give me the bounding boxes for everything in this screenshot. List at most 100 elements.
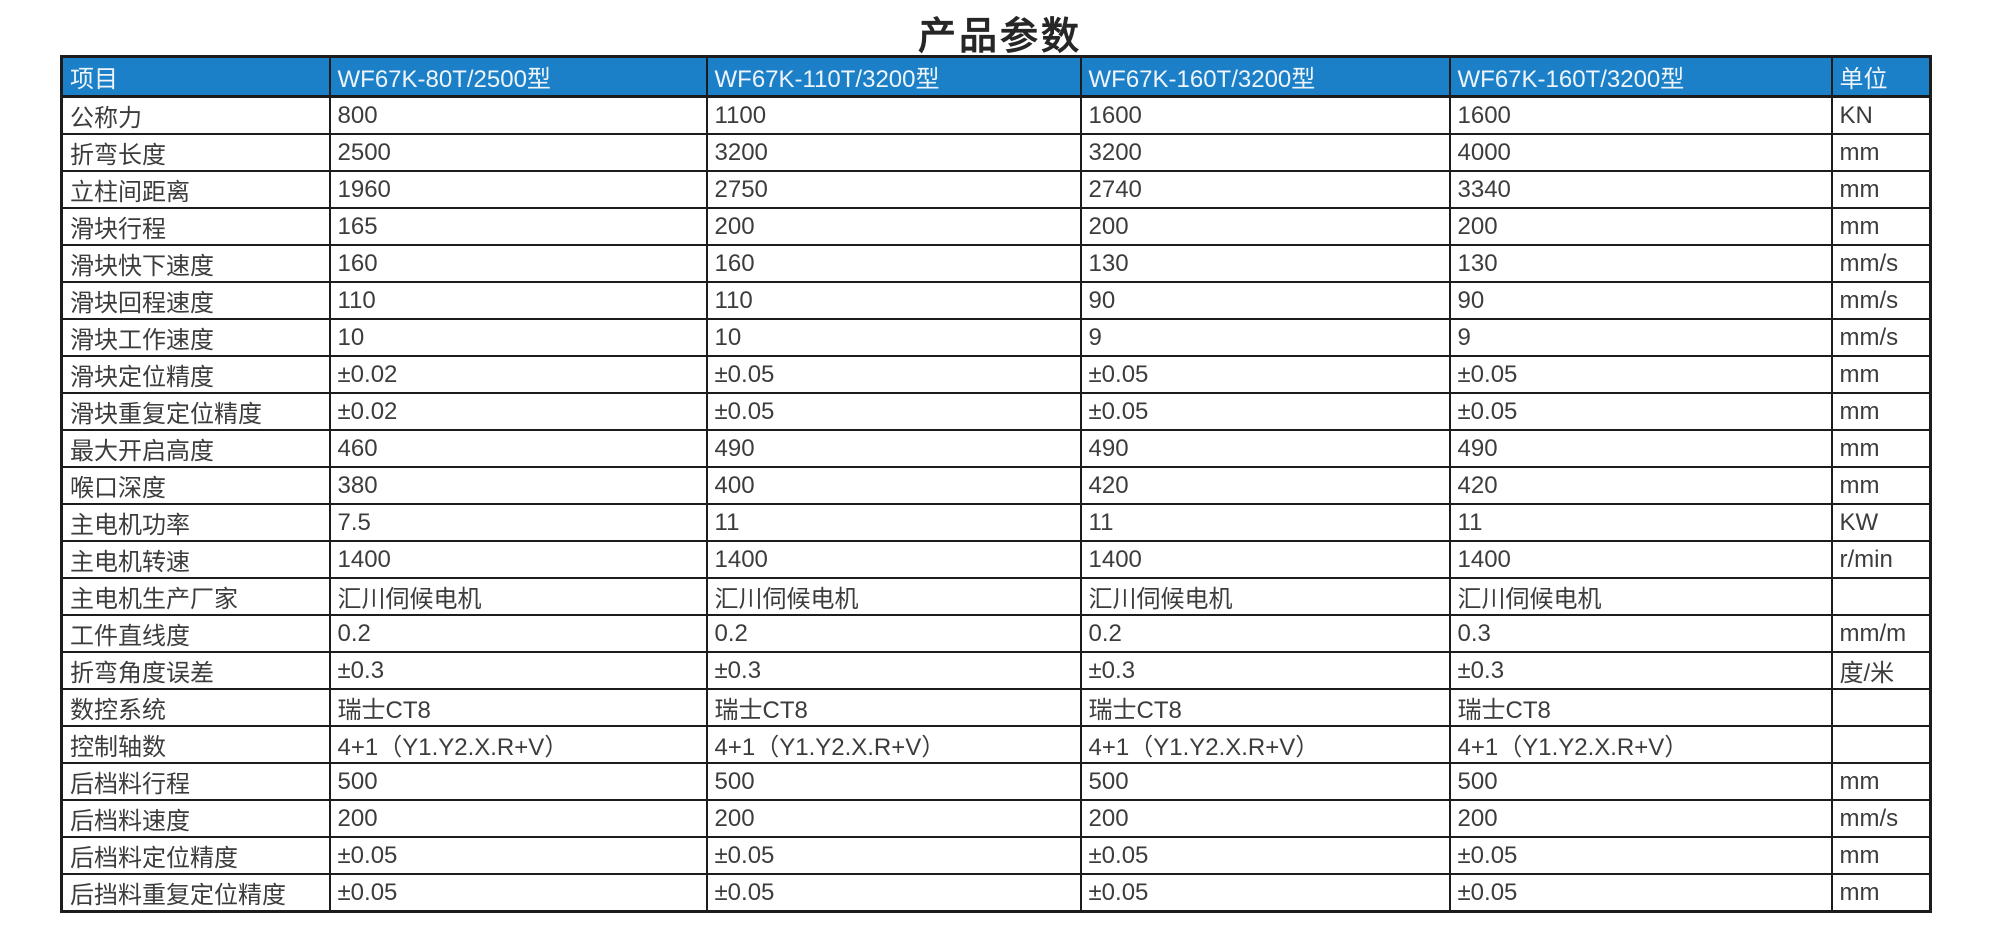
row-label: 滑块行程 [60,207,331,246]
table-row: 滑块定位精度 ±0.02 ±0.05 ±0.05 ±0.05 mm [60,355,1932,394]
value-cell: 200 [1079,799,1451,838]
row-label: 后档料速度 [60,799,331,838]
unit-cell [1830,688,1932,727]
value-cell: 瑞士CT8 [705,688,1082,727]
value-cell: ±0.3 [1448,651,1833,690]
value-cell: ±0.05 [1079,355,1451,394]
value-cell: 1400 [705,540,1082,579]
value-cell: 200 [328,799,708,838]
unit-cell: mm/s [1830,799,1932,838]
value-cell: 9 [1079,318,1451,357]
row-label: 滑块工作速度 [60,318,331,357]
value-cell: 500 [1448,762,1833,801]
row-label: 后档料行程 [60,762,331,801]
unit-cell: KW [1830,503,1932,542]
row-label: 喉口深度 [60,466,331,505]
table-row: 控制轴数 4+1（Y1.Y2.X.R+V） 4+1（Y1.Y2.X.R+V） 4+1（… [60,725,1932,764]
value-cell: 160 [705,244,1082,283]
value-cell: 3200 [1079,133,1451,172]
value-cell: 2750 [705,170,1082,209]
column-header-unit: 单位 [1830,55,1932,98]
unit-cell: mm/m [1830,614,1932,653]
value-cell: 3200 [705,133,1082,172]
value-cell: ±0.3 [1079,651,1451,690]
value-cell: 汇川伺候电机 [328,577,708,616]
table-row: 后档料定位精度 ±0.05 ±0.05 ±0.05 ±0.05 mm [60,836,1932,875]
unit-cell [1830,577,1932,616]
table-row: 喉口深度 380 400 420 420 mm [60,466,1932,505]
unit-cell: mm [1830,207,1932,246]
value-cell: 2500 [328,133,708,172]
value-cell: 420 [1079,466,1451,505]
value-cell: ±0.02 [328,355,708,394]
value-cell: 4+1（Y1.Y2.X.R+V） [1448,725,1833,764]
unit-cell: mm [1830,873,1932,913]
column-header-model: WF67K-110T/3200型 [705,55,1082,98]
value-cell: ±0.3 [328,651,708,690]
value-cell: 1400 [1448,540,1833,579]
row-label: 折弯长度 [60,133,331,172]
value-cell: 10 [328,318,708,357]
value-cell: 4000 [1448,133,1833,172]
row-label: 最大开启高度 [60,429,331,468]
table-row: 主电机转速 1400 1400 1400 1400 r/min [60,540,1932,579]
unit-cell [1830,725,1932,764]
header-row: 项目 WF67K-80T/2500型 WF67K-110T/3200型 WF67K-1… [60,55,1932,98]
column-header-model: WF67K-160T/3200型 [1448,55,1833,98]
value-cell: 0.2 [328,614,708,653]
row-label: 滑块回程速度 [60,281,331,320]
table-row: 滑块重复定位精度 ±0.02 ±0.05 ±0.05 ±0.05 mm [60,392,1932,431]
value-cell: 200 [1448,799,1833,838]
unit-cell: mm/s [1830,281,1932,320]
value-cell: 汇川伺候电机 [1448,577,1833,616]
row-label: 后挡料重复定位精度 [60,873,331,913]
table-row: 数控系统 瑞士CT8 瑞士CT8 瑞士CT8 瑞士CT8 [60,688,1932,727]
value-cell: 1960 [328,170,708,209]
table-row: 后档料行程 500 500 500 500 mm [60,762,1932,801]
value-cell: 420 [1448,466,1833,505]
value-cell: 瑞士CT8 [1079,688,1451,727]
row-label: 折弯角度误差 [60,651,331,690]
unit-cell: mm [1830,429,1932,468]
row-label: 滑块快下速度 [60,244,331,283]
value-cell: 200 [1079,207,1451,246]
table-row: 后挡料重复定位精度 ±0.05 ±0.05 ±0.05 ±0.05 mm [60,873,1932,913]
value-cell: 1100 [705,95,1082,135]
table-row: 滑块回程速度 110 110 90 90 mm/s [60,281,1932,320]
unit-cell: mm/s [1830,244,1932,283]
value-cell: 10 [705,318,1082,357]
value-cell: 380 [328,466,708,505]
unit-cell: mm [1830,355,1932,394]
value-cell: ±0.3 [705,651,1082,690]
unit-cell: 度/米 [1830,651,1932,690]
row-label: 公称力 [60,95,331,135]
value-cell: ±0.05 [328,873,708,913]
value-cell: 瑞士CT8 [328,688,708,727]
value-cell: ±0.05 [1448,873,1833,913]
value-cell: 1400 [328,540,708,579]
unit-cell: mm [1830,836,1932,875]
value-cell: 2740 [1079,170,1451,209]
value-cell: ±0.05 [1079,873,1451,913]
value-cell: 500 [705,762,1082,801]
table-row: 滑块快下速度 160 160 130 130 mm/s [60,244,1932,283]
value-cell: ±0.05 [1448,355,1833,394]
table-row: 折弯长度 2500 3200 3200 4000 mm [60,133,1932,172]
table-row: 折弯角度误差 ±0.3 ±0.3 ±0.3 ±0.3 度/米 [60,651,1932,690]
table-row: 滑块工作速度 10 10 9 9 mm/s [60,318,1932,357]
value-cell: ±0.05 [1079,836,1451,875]
value-cell: 90 [1448,281,1833,320]
value-cell: 490 [1448,429,1833,468]
value-cell: 4+1（Y1.Y2.X.R+V） [1079,725,1451,764]
value-cell: 130 [1079,244,1451,283]
table-row: 滑块行程 165 200 200 200 mm [60,207,1932,246]
page-title: 产品参数 [917,16,1082,58]
value-cell: 0.2 [705,614,1082,653]
value-cell: ±0.05 [1448,392,1833,431]
value-cell: ±0.05 [705,392,1082,431]
row-label: 后档料定位精度 [60,836,331,875]
value-cell: 1600 [1079,95,1451,135]
value-cell: 110 [705,281,1082,320]
value-cell: 9 [1448,318,1833,357]
value-cell: ±0.05 [705,836,1082,875]
